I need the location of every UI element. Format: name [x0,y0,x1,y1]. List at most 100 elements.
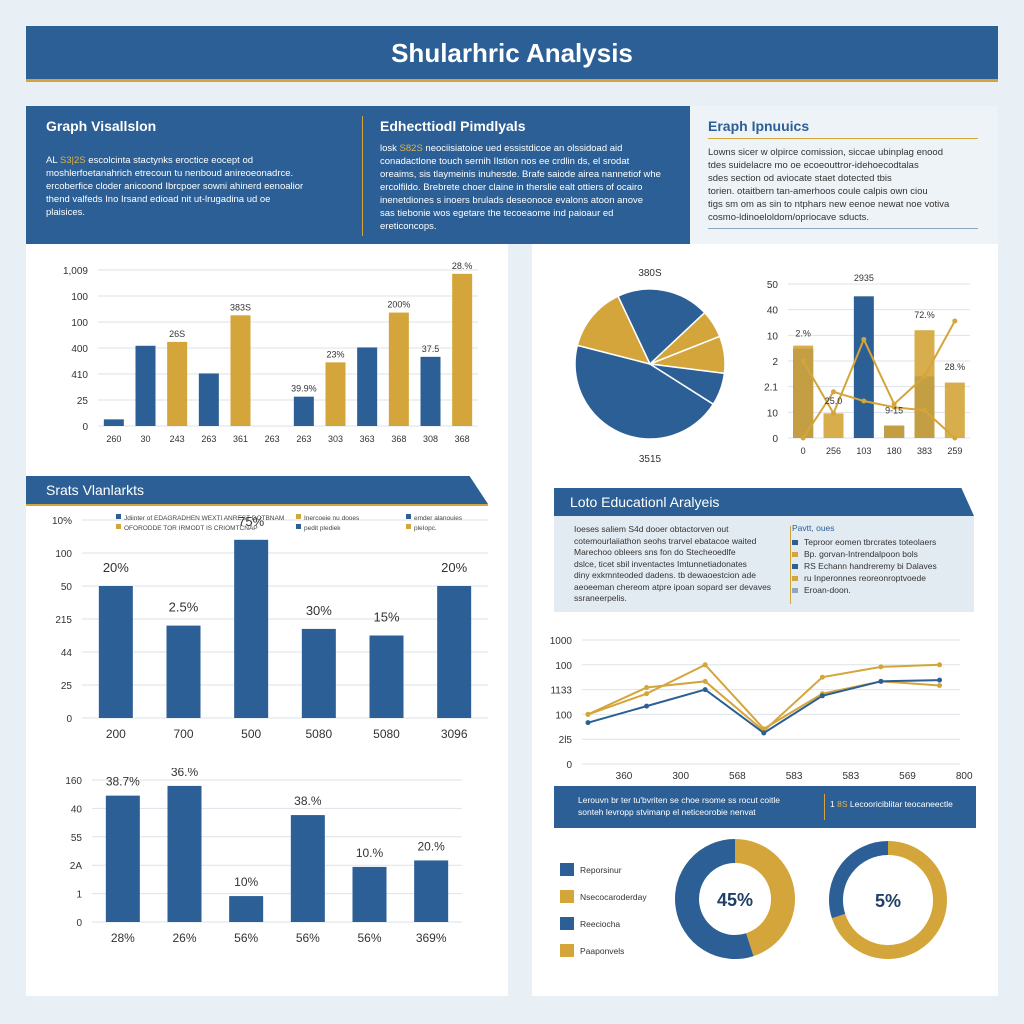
c5-data-label: 20.% [417,839,445,853]
c6-point [937,677,943,683]
c3-point [831,389,836,395]
loto-divider [790,526,791,604]
graph-text-line-pre: AL [46,155,60,166]
c1-xtick: 363 [360,434,375,444]
loto-panel: Ioeses saliem S4d dooer obtactorven out c… [554,516,974,612]
bullet-icon [792,564,798,569]
pie-slice-navy-large [574,344,715,440]
c4-data-label: 2.5% [169,600,199,615]
c1-bar-blue [420,356,441,426]
donut-center-label: 5% [875,891,901,911]
c3-ytick: 2.1 [764,383,778,394]
c3-point [952,435,958,441]
loto-left-line: dslce, ticet sbil inventactes Imtunnetia… [574,558,747,569]
edu-text-line: losk S82S neociisiatoioe ued essistdicoe… [380,142,680,155]
c6-ytick: 100 [555,710,572,721]
c5-data-label: 10% [234,875,258,889]
c6-point [878,678,884,684]
c4-bar [301,628,336,718]
c3-point [922,373,927,379]
c6-ytick: 0 [566,760,572,771]
insights-bottom-rule [708,228,978,229]
edu-panel-title: Edhecttiodl Pimdlyals [380,118,526,134]
legend-swatch [406,514,411,519]
right-line-chart: 1000 100 1133 100 2l5 0 360 300 568 583 583 569 800 [550,636,973,782]
c3-data-label: 28.% [945,362,966,372]
legend-swatch [560,917,574,930]
bottom-left-bar-chart: 160 40 55 2A 1 0 38.7% 28% 36.% 26% 10% 56% 38.% 56% 1… [65,768,462,945]
c3-bar-gold [884,425,905,438]
pie-slice-gold-left [576,295,652,366]
c1-xtick: 260 [106,434,121,444]
c3-ytick: 0 [772,434,778,445]
graph-panel-text: AL S3|2S escolcinta stactynks eroctice e… [46,154,366,219]
c6-point [702,687,708,693]
banner-divider [824,794,825,820]
edu-text-line: inenetdiones s inoers brulads deseonoce … [380,194,680,207]
c5-bar [105,795,140,922]
bottom-banner: Lerouvn br ter tu'bvriten se choe rsome … [554,786,976,828]
c5-xtick: 26% [172,931,196,945]
graph-text-line: thend valfeds Ino Irsand edioad nit ut-l… [46,193,366,206]
srats-bar-chart: 10% 100 50 215 44 25 0 20% 200 2.5% 700 75% 500 30% 50… [52,514,488,741]
c1-xtick: 30 [140,434,150,444]
insights-text-line: cosmo-ldinoeloldom/opriocave sducts. [708,212,870,223]
legend-swatch [296,524,301,529]
c1-xtick: 263 [296,434,311,444]
c6-point [937,662,943,668]
c1-xtick: 308 [423,434,438,444]
c6-xtick: 583 [842,771,859,782]
loto-left-line: Marechoo obleers sns fon do Stecheoedlfe [574,547,736,557]
bullet-icon [792,576,798,581]
banner-left-line-1: Lerouvn br ter tu'bvriten se choe rsome … [578,795,780,805]
c6-point [819,693,825,699]
loto-left-line: aeoeeman chereom atpre ipoan sopard ser … [574,581,772,592]
insights-panel: Eraph Ipnuuics Lowns sicer w olpirce com… [690,106,998,244]
graph-text-line-post: thend valfeds Ino Irsand edioad nit ut-l… [46,194,271,205]
c5-data-label: 38.7% [106,775,140,789]
insights-text-line: sdes section od aviocate staet dotected … [708,173,892,184]
c6-xtick: 569 [899,771,916,782]
c3-data-label: 2935 [854,273,874,283]
graph-text-line-post: moshlerfoetanahrich etrecoun tu nenboud … [46,168,294,179]
edu-panel-text: losk S82S neociisiatoioe ued essistdicoe… [380,142,680,233]
c3-bar-gold [823,413,844,438]
loto-title: Loto Educationl Aralyeis [570,494,720,510]
edu-text-line-post: neociisiatoioe ued essistdicoe an olssid… [422,143,623,154]
title-bar: Shularhric Analysis [26,26,998,82]
c5-xtick: 28% [111,931,135,945]
donut-legend-item: Nsecocaroderday [560,883,670,910]
donut-slice-navy [675,839,754,959]
c1-data-label: 37.5 [422,344,440,354]
c6-xtick: 583 [786,771,803,782]
c4-legend-label: Jdiinter of EDAGRADHEN WEXTI ANREST DOTB… [124,515,284,522]
c1-xtick: 263 [265,434,280,444]
c6-point [761,730,767,736]
c3-xtick: 0 [801,446,806,456]
c3-bar-blue [853,296,874,438]
c5-ytick: 2A [70,861,83,872]
c4-data-label: 75% [238,514,264,529]
edu-text-line-pre: losk [380,143,400,154]
pie-slice-navy-right [649,363,726,406]
loto-right-item: ru Inperonnes reoreonroptvoede [792,572,972,584]
donut-slice-gold [831,841,947,959]
c3-data-label: 72.% [914,310,935,320]
edu-text-line-post: sas tiebonie wos egetare the tecoeaome i… [380,208,614,219]
loto-header: Loto Educationl Aralyeis [554,488,974,516]
donut-slice-gold [734,839,795,957]
graph-panel-title: Graph Visallslon [46,118,157,134]
c6-ytick: 2l5 [559,735,573,746]
c1-data-label: 28.% [452,261,473,271]
donut-legend-item: Paaponvels [560,937,670,964]
c1-xtick: 368 [391,434,406,444]
c1-ytick: 1,009 [63,266,88,277]
loto-right-item: Teproor eomen tbrcrates toteolaers [792,536,972,548]
donut-legend: Reporsinur Nsecocaroderday Reeciocha Paapon… [560,856,670,964]
donut-legend-label: Nsecocaroderday [580,891,647,902]
legend-swatch [560,890,574,903]
c6-point [702,662,708,668]
loto-right-item-text: ru Inperonnes reoreonroptvoede [804,573,926,583]
edu-text-line-highlight: S82S [399,143,423,154]
c3-point [861,336,867,342]
